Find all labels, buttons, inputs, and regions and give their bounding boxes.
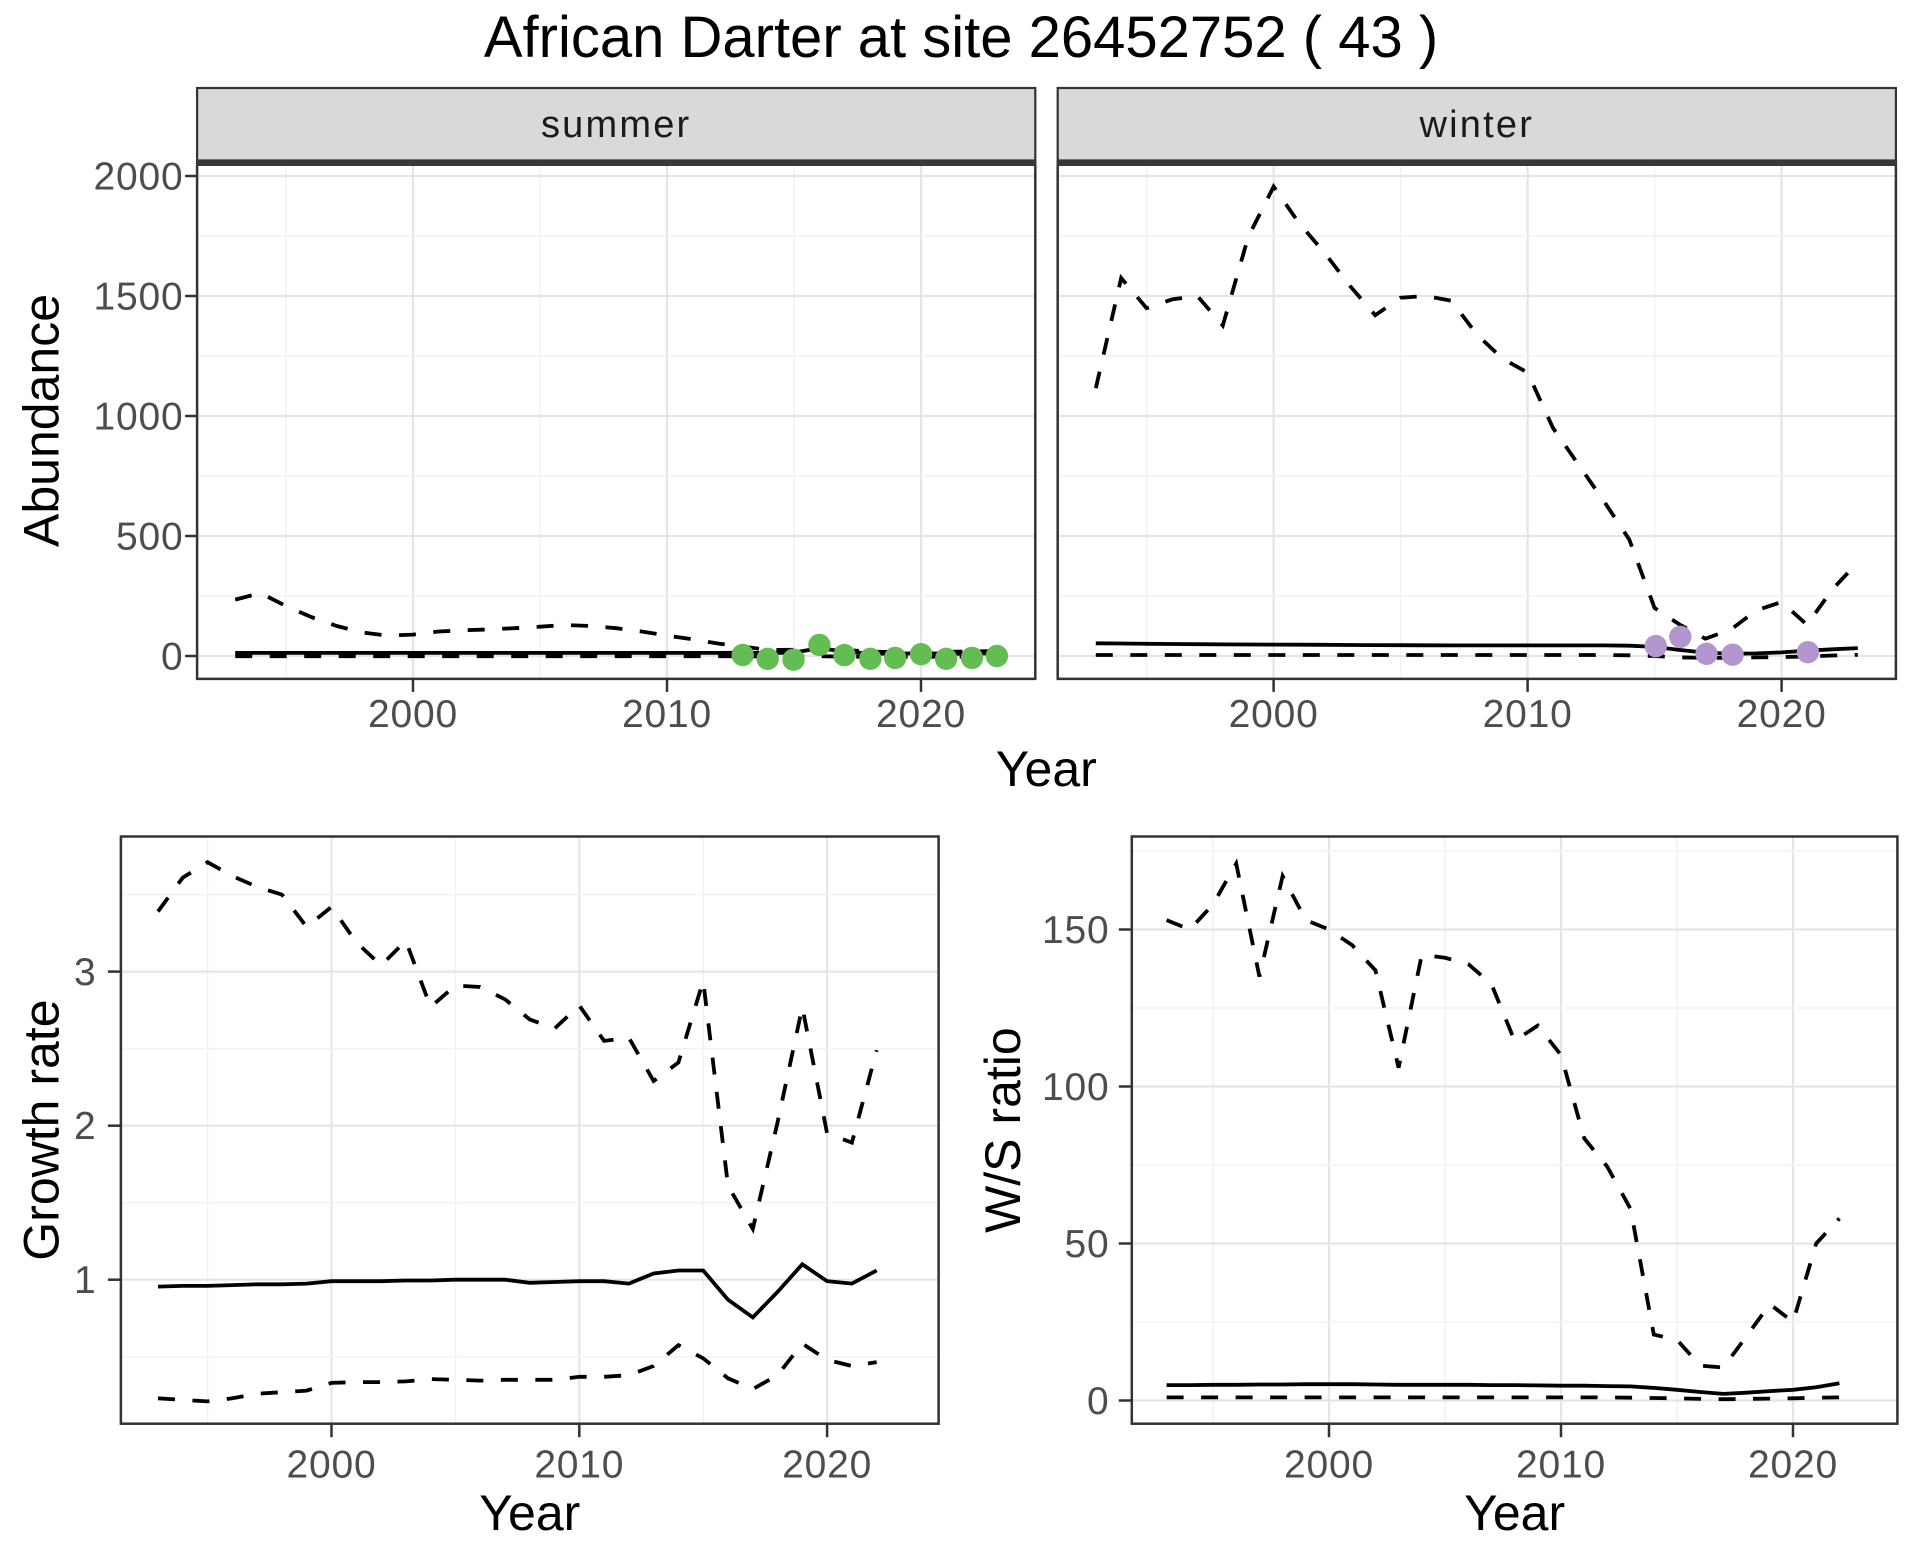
svg-text:150: 150 bbox=[1042, 909, 1109, 952]
svg-text:2000: 2000 bbox=[1284, 1444, 1374, 1487]
svg-text:2010: 2010 bbox=[622, 693, 712, 736]
svg-text:African Darter at site 2645275: African Darter at site 26452752 ( 43 ) bbox=[484, 5, 1438, 70]
svg-text:0: 0 bbox=[161, 636, 184, 679]
svg-text:summer: summer bbox=[541, 104, 691, 146]
svg-text:2: 2 bbox=[74, 1105, 97, 1148]
svg-text:Growth rate: Growth rate bbox=[14, 999, 70, 1260]
svg-text:3: 3 bbox=[74, 951, 97, 994]
svg-text:2020: 2020 bbox=[1748, 1444, 1838, 1487]
svg-text:2010: 2010 bbox=[1516, 1444, 1606, 1487]
svg-text:W/S ratio: W/S ratio bbox=[975, 1027, 1031, 1233]
svg-text:1000: 1000 bbox=[94, 396, 184, 439]
svg-text:Year: Year bbox=[479, 1485, 580, 1541]
svg-text:1500: 1500 bbox=[94, 276, 184, 319]
svg-text:1: 1 bbox=[74, 1259, 97, 1302]
svg-text:winter: winter bbox=[1419, 104, 1535, 146]
svg-text:Year: Year bbox=[1464, 1485, 1565, 1541]
svg-text:2020: 2020 bbox=[876, 693, 966, 736]
svg-text:Year: Year bbox=[996, 741, 1097, 797]
svg-text:50: 50 bbox=[1065, 1223, 1110, 1266]
svg-text:100: 100 bbox=[1042, 1066, 1109, 1109]
svg-text:0: 0 bbox=[1087, 1380, 1110, 1423]
svg-text:Abundance: Abundance bbox=[14, 294, 70, 547]
svg-text:2000: 2000 bbox=[1229, 693, 1319, 736]
svg-text:2010: 2010 bbox=[534, 1444, 624, 1487]
svg-text:500: 500 bbox=[116, 516, 183, 559]
svg-text:2000: 2000 bbox=[368, 693, 458, 736]
svg-text:2020: 2020 bbox=[782, 1444, 872, 1487]
svg-text:2000: 2000 bbox=[287, 1444, 377, 1487]
svg-text:2020: 2020 bbox=[1737, 693, 1827, 736]
svg-text:2000: 2000 bbox=[94, 156, 184, 199]
svg-text:2010: 2010 bbox=[1483, 693, 1573, 736]
